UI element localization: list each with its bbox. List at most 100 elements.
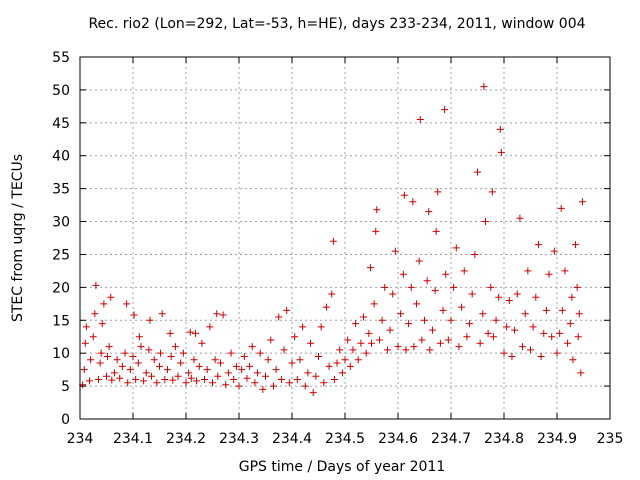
data-point	[540, 329, 548, 337]
y-tick-label: 5	[61, 379, 70, 395]
data-point	[277, 376, 285, 384]
data-point	[262, 372, 269, 380]
data-point	[444, 336, 452, 344]
data-point	[460, 267, 468, 275]
data-point	[214, 372, 222, 380]
data-point	[558, 306, 566, 314]
data-point	[333, 359, 341, 367]
data-point	[129, 352, 137, 360]
data-point	[121, 349, 129, 357]
data-point	[416, 116, 424, 124]
data-point	[529, 323, 537, 331]
data-point	[87, 356, 95, 364]
data-point	[407, 283, 415, 291]
data-point	[336, 346, 344, 354]
data-point	[516, 214, 524, 222]
data-point	[442, 270, 450, 278]
data-point	[349, 346, 357, 354]
data-point	[360, 313, 368, 321]
data-point	[447, 316, 455, 324]
data-point	[519, 343, 527, 351]
data-point	[566, 320, 574, 328]
x-tick-label: 234.7	[431, 431, 471, 447]
data-point	[569, 356, 577, 364]
data-point	[98, 320, 106, 328]
data-point	[190, 356, 198, 364]
data-point	[251, 379, 259, 387]
data-point	[285, 379, 293, 387]
data-point	[158, 310, 166, 318]
data-point	[471, 250, 479, 258]
data-point	[344, 336, 352, 344]
data-point	[556, 329, 564, 337]
data-point	[578, 198, 586, 206]
data-point	[283, 306, 291, 314]
data-point	[325, 362, 333, 370]
data-point	[431, 287, 439, 295]
axis-ticks	[79, 56, 611, 420]
data-point	[362, 349, 370, 357]
data-point	[148, 372, 156, 380]
data-point	[474, 168, 481, 176]
data-point	[232, 362, 240, 370]
data-point	[378, 316, 386, 324]
data-point	[161, 376, 169, 384]
data-point	[397, 310, 405, 318]
data-point	[235, 382, 243, 390]
data-point	[304, 369, 312, 377]
data-point	[264, 356, 272, 364]
data-point	[116, 374, 124, 382]
data-point	[222, 381, 230, 389]
data-point	[167, 352, 175, 360]
data-point	[224, 369, 232, 377]
data-point	[171, 343, 179, 351]
data-point	[418, 336, 426, 344]
data-point	[219, 311, 227, 319]
data-point	[561, 267, 569, 275]
data-point	[179, 349, 187, 357]
data-point	[156, 362, 163, 370]
y-tick-label: 0	[61, 412, 70, 428]
data-point	[211, 356, 219, 364]
data-point	[500, 349, 508, 357]
y-tick-labels: 0 5 10 15 20 25 30 35 40 45 50 55	[52, 50, 70, 428]
data-point	[185, 369, 193, 377]
data-point	[169, 376, 177, 384]
data-point	[198, 339, 206, 347]
data-point	[89, 333, 97, 341]
data-point	[386, 326, 394, 334]
data-point	[118, 362, 126, 370]
y-tick-label: 20	[52, 280, 70, 296]
data-point	[96, 359, 104, 367]
data-point	[568, 293, 576, 301]
data-point	[368, 339, 375, 347]
data-point	[476, 339, 484, 347]
data-point	[545, 270, 553, 278]
data-point	[489, 333, 497, 341]
data-point	[480, 83, 488, 91]
data-point	[312, 372, 320, 380]
data-point	[436, 339, 444, 347]
data-point	[86, 377, 94, 385]
data-point	[146, 316, 154, 324]
data-point	[521, 310, 529, 318]
data-point	[383, 346, 391, 354]
data-point	[421, 316, 428, 324]
x-axis-label: GPS time / Days of year 2011	[239, 459, 446, 475]
y-tick-label: 30	[52, 215, 70, 231]
data-point	[575, 310, 583, 318]
data-point	[439, 306, 447, 314]
data-point	[463, 333, 471, 341]
y-tick-label: 40	[52, 149, 70, 165]
data-point	[505, 297, 513, 305]
data-point	[288, 359, 296, 367]
data-point	[193, 377, 201, 385]
x-tick-label: 234.4	[272, 431, 312, 447]
data-point	[150, 356, 158, 364]
data-point	[400, 191, 408, 199]
data-point	[216, 359, 224, 367]
data-point	[357, 339, 365, 347]
data-point	[572, 241, 580, 249]
data-point	[452, 244, 460, 252]
